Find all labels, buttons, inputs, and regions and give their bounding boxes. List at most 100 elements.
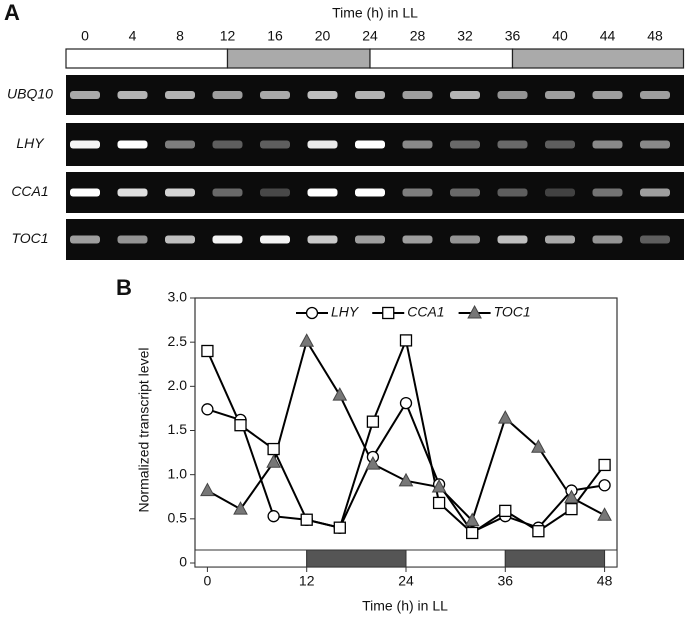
x-tick-label: 24 (398, 573, 414, 589)
band (640, 188, 670, 197)
band (212, 140, 243, 149)
time-label: 0 (81, 28, 89, 44)
band (450, 91, 480, 99)
time-label: 20 (315, 28, 331, 44)
band (307, 91, 338, 99)
band (545, 235, 575, 244)
marker (564, 489, 579, 504)
band (402, 188, 433, 197)
band (450, 235, 480, 244)
band (592, 235, 623, 244)
series-line (206, 338, 606, 523)
band (355, 188, 385, 197)
y-tick-label: 3.0 (168, 289, 188, 305)
x-tick-label: 36 (498, 573, 514, 589)
band (260, 188, 290, 197)
marker (300, 513, 313, 526)
marker (565, 502, 578, 516)
band (70, 91, 100, 99)
band (117, 140, 148, 149)
band (70, 235, 100, 244)
marker (267, 442, 280, 456)
band (545, 140, 575, 149)
legend-label: CCA1 (407, 304, 444, 320)
light-dark-bar (405, 549, 506, 568)
band (497, 91, 528, 99)
marker (598, 479, 611, 492)
marker (532, 525, 545, 538)
marker (398, 472, 414, 487)
gene-label: TOC1 (11, 230, 48, 246)
marker (431, 478, 447, 493)
marker (234, 419, 247, 432)
marker (233, 501, 248, 515)
band (497, 188, 528, 197)
y-tick-label: 1.0 (168, 465, 188, 481)
band (355, 140, 385, 149)
light-dark-bar (226, 48, 371, 69)
panel-label: B (116, 275, 132, 300)
marker (332, 387, 348, 401)
marker (201, 403, 214, 416)
time-label: 8 (176, 28, 184, 44)
band (165, 91, 195, 99)
gene-label: UBQ10 (7, 86, 53, 102)
marker (267, 510, 280, 523)
legend-marker (382, 306, 395, 320)
band (260, 91, 290, 99)
band (165, 235, 195, 244)
band (592, 140, 623, 149)
time-label: 36 (505, 28, 521, 44)
band (260, 140, 290, 149)
band (70, 140, 100, 149)
gene-label: LHY (16, 135, 45, 151)
band (212, 91, 243, 99)
band (545, 91, 575, 99)
band (165, 188, 195, 197)
time-label: 12 (220, 28, 236, 44)
legend-label: TOC1 (494, 304, 531, 320)
x-tick-label: 48 (597, 573, 613, 589)
y-tick-label: 0.5 (168, 510, 188, 526)
marker (266, 454, 281, 468)
marker (497, 410, 513, 424)
band (117, 188, 148, 197)
band (70, 188, 100, 197)
band (212, 235, 243, 244)
band (450, 188, 480, 197)
band (165, 140, 195, 149)
band (640, 235, 670, 244)
band (307, 140, 338, 149)
y-axis-label: Normalized transcript level (136, 348, 152, 513)
light-dark-bar (65, 48, 229, 69)
light-dark-bar (604, 549, 618, 568)
band (545, 188, 575, 197)
band (592, 91, 623, 99)
marker (598, 458, 611, 472)
band (497, 235, 528, 244)
marker (499, 504, 512, 518)
time-label: 16 (267, 28, 283, 44)
y-tick-label: 2.5 (168, 333, 188, 349)
light-dark-bar (369, 48, 514, 69)
band (402, 91, 433, 99)
band (497, 140, 528, 149)
band (640, 140, 670, 149)
band (212, 188, 243, 197)
marker (432, 496, 446, 510)
time-label: 44 (600, 28, 616, 44)
marker (333, 521, 346, 534)
x-axis-label: Time (h) in LL (362, 598, 448, 614)
series-line (206, 336, 606, 535)
marker (366, 415, 380, 428)
time-label: 24 (362, 28, 378, 44)
band (402, 235, 433, 244)
time-label: 4 (129, 28, 137, 44)
time-label: 28 (410, 28, 426, 44)
marker (464, 512, 480, 527)
y-tick-label: 1.5 (168, 421, 188, 437)
marker (299, 333, 315, 347)
marker (399, 396, 413, 410)
band (117, 235, 148, 244)
